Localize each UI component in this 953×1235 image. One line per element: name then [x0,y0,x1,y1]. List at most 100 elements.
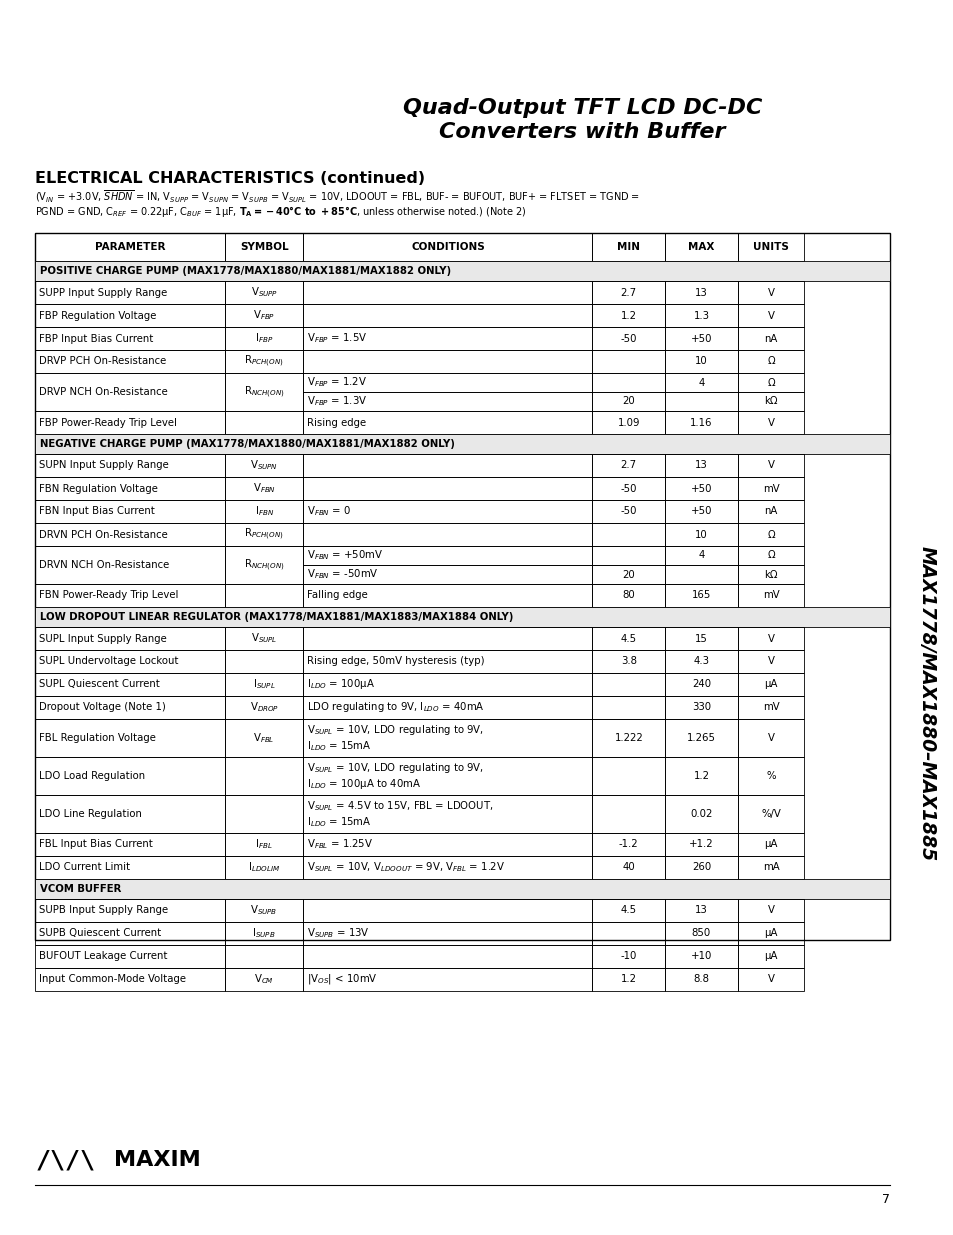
Bar [592,304,664,327]
Bar [664,564,737,584]
Text: R$_{PCH(ON)}$: R$_{PCH(ON)}$ [244,527,284,542]
Text: +10: +10 [690,951,711,962]
Bar [303,673,592,697]
Text: V: V [767,657,774,667]
Text: V$_{SUPL}$ = 10V, LDO regulating to 9V,: V$_{SUPL}$ = 10V, LDO regulating to 9V, [307,722,484,736]
Bar [35,757,225,795]
Text: nA: nA [763,333,777,343]
Text: 4: 4 [698,551,704,561]
Bar [303,757,592,795]
Bar [664,233,737,261]
Text: Ω: Ω [766,378,774,388]
Text: SUPP Input Supply Range: SUPP Input Supply Range [39,288,167,298]
Text: FBN Power-Ready Trip Level: FBN Power-Ready Trip Level [39,590,178,600]
Bar [592,627,664,650]
Text: 2.7: 2.7 [620,461,637,471]
Text: VCOM BUFFER: VCOM BUFFER [40,884,121,894]
Text: 850: 850 [691,929,710,939]
Text: V: V [767,417,774,427]
Bar [737,650,803,673]
Bar [303,564,592,584]
Bar [225,500,303,522]
Text: mV: mV [762,483,779,494]
Text: FBN Input Bias Current: FBN Input Bias Current [39,506,154,516]
Bar [592,522,664,546]
Text: V$_{SUPN}$: V$_{SUPN}$ [250,458,278,473]
Text: V$_{DROP}$: V$_{DROP}$ [250,700,278,714]
Bar [303,719,592,757]
Bar [664,945,737,968]
Bar [303,477,592,500]
Text: 13: 13 [695,905,707,915]
Bar [225,627,303,650]
Text: -50: -50 [619,506,637,516]
Bar [664,923,737,945]
Text: |V$_{OS}$| < 10mV: |V$_{OS}$| < 10mV [307,972,377,987]
Bar [664,282,737,304]
Bar [225,546,303,584]
Bar [35,650,225,673]
Bar [225,856,303,879]
Bar [303,584,592,606]
Text: CONDITIONS: CONDITIONS [411,242,484,252]
Text: V$_{FBP}$ = 1.2V: V$_{FBP}$ = 1.2V [307,375,367,389]
Text: V$_{FBN}$ = +50mV: V$_{FBN}$ = +50mV [307,548,384,562]
Text: LDO Load Regulation: LDO Load Regulation [39,771,145,781]
Bar [664,673,737,697]
Text: 1.2: 1.2 [620,310,637,321]
Bar [225,373,303,411]
Text: V$_{CM}$: V$_{CM}$ [253,973,274,987]
Text: nA: nA [763,506,777,516]
Bar [664,454,737,477]
Text: LDO Current Limit: LDO Current Limit [39,862,130,872]
Text: SUPL Input Supply Range: SUPL Input Supply Range [39,634,167,643]
Text: 165: 165 [691,590,710,600]
Text: Quad-Output TFT LCD DC-DC: Quad-Output TFT LCD DC-DC [402,98,761,119]
Text: Dropout Voltage (Note 1): Dropout Voltage (Note 1) [39,703,166,713]
Text: (V$_{IN}$ = +3.0V, $\overline{SHDN}$ = IN, V$_{SUPP}$ = V$_{SUPN}$ = V$_{SUPB}$ : (V$_{IN}$ = +3.0V, $\overline{SHDN}$ = I… [35,189,639,205]
Text: Input Common-Mode Voltage: Input Common-Mode Voltage [39,974,186,984]
Text: SUPB Quiescent Current: SUPB Quiescent Current [39,929,161,939]
Text: +50: +50 [690,506,712,516]
Text: 1.09: 1.09 [617,417,639,427]
Text: V$_{SUPP}$: V$_{SUPP}$ [251,285,277,299]
Bar [225,327,303,350]
Bar [592,391,664,411]
Text: 8.8: 8.8 [693,974,709,984]
Bar [303,546,592,564]
Text: +50: +50 [690,333,712,343]
Text: R$_{NCH(ON)}$: R$_{NCH(ON)}$ [244,557,284,573]
Bar [592,233,664,261]
Text: SUPB Input Supply Range: SUPB Input Supply Range [39,905,168,915]
Text: 240: 240 [691,679,710,689]
Bar [35,879,889,899]
Text: DRVP PCH On-Resistance: DRVP PCH On-Resistance [39,357,166,367]
Bar [592,564,664,584]
Bar [225,968,303,990]
Bar [225,795,303,832]
Bar [35,627,225,650]
Bar [737,757,803,795]
Text: MAXIM: MAXIM [114,1150,201,1171]
Text: LDO Line Regulation: LDO Line Regulation [39,809,142,819]
Bar [592,968,664,990]
Text: 20: 20 [621,396,635,406]
Bar [303,411,592,433]
Text: Rising edge: Rising edge [307,417,366,427]
Bar [35,477,225,500]
Bar [664,350,737,373]
Text: I$_{FBP}$: I$_{FBP}$ [254,332,273,346]
Bar [737,968,803,990]
Bar [737,546,803,564]
Bar [737,832,803,856]
Text: DRVN NCH On-Resistance: DRVN NCH On-Resistance [39,559,169,571]
Bar [35,304,225,327]
Text: 4: 4 [698,378,704,388]
Bar [35,923,225,945]
Bar [303,522,592,546]
Bar [35,411,225,433]
Text: 1.3: 1.3 [693,310,709,321]
Text: 0.02: 0.02 [690,809,712,819]
Bar [303,327,592,350]
Text: 260: 260 [691,862,710,872]
